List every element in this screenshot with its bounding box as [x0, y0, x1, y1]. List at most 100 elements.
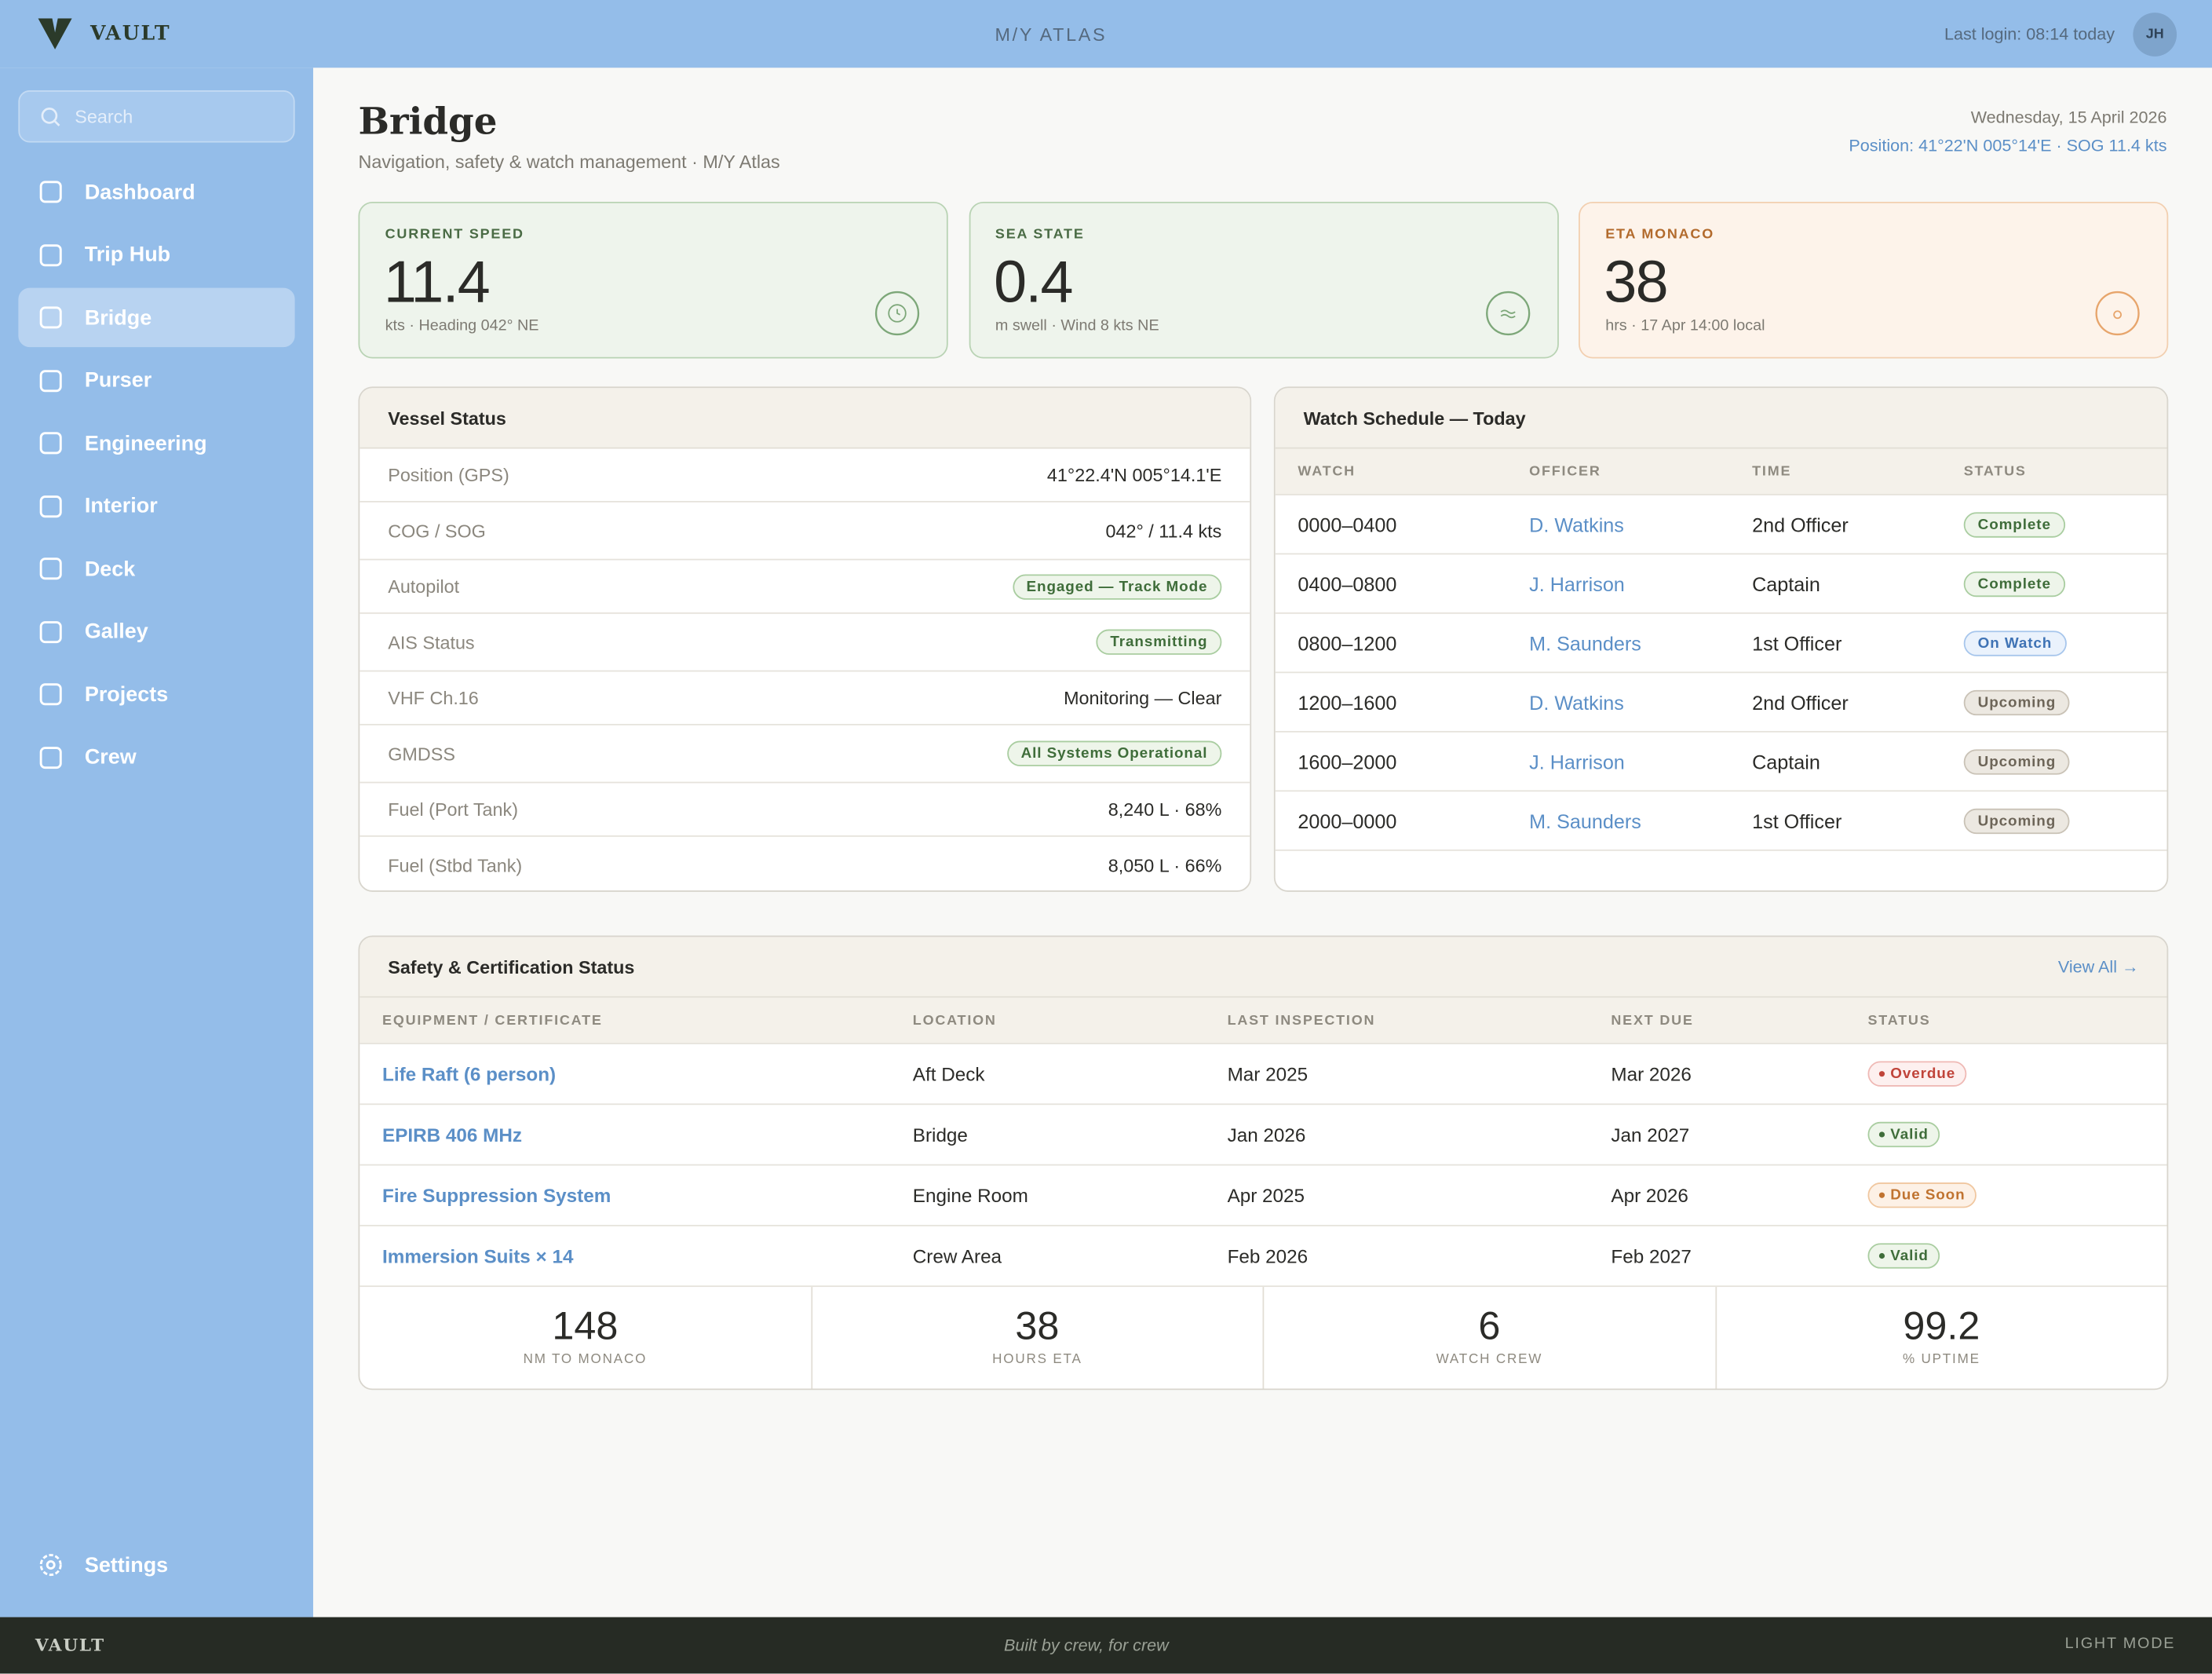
officer[interactable]: D. Watkins [1529, 513, 1624, 536]
nav-item[interactable]: Dashboard [18, 163, 294, 221]
officer[interactable]: D. Watkins [1529, 690, 1624, 714]
officer[interactable]: J. Harrison [1529, 572, 1625, 595]
nav-item[interactable]: Galley [18, 602, 294, 661]
card-title: Watch Schedule — Today [1275, 388, 2167, 449]
watch-status: Complete [1963, 570, 2065, 597]
status-row: Fuel (Stbd Tank) 8,050 L · 66% [360, 837, 1250, 890]
officer[interactable]: M. Saunders [1529, 631, 1641, 655]
nav-label: Bridge [84, 305, 152, 330]
icon [1485, 291, 1530, 336]
cert-row: Life Raft (6 person) Aft Deck Mar 2025 Mar … [360, 1044, 2167, 1106]
status-badge: All Systems Operational [1006, 740, 1222, 766]
nav-icon [39, 243, 62, 266]
date: Wednesday, 15 April 2026 [1970, 107, 2167, 127]
watch-row: 0400–0800 J. Harrison Captain Complete [1275, 554, 2167, 614]
nav-item[interactable]: Interior [18, 477, 294, 535]
role: Captain [1752, 750, 1820, 773]
settings-label: Settings [84, 1552, 169, 1577]
cert-location: Crew Area [912, 1245, 1002, 1266]
kpi-icon [1485, 291, 1533, 345]
stats-row: 148 NM TO MONACO 38 HOURS ETA 6 WATCH CREW 99.… [360, 1287, 2166, 1389]
watch-status: Upcoming [1963, 748, 2071, 774]
page-subtitle: Navigation, safety & watch management · … [358, 151, 780, 173]
watch-time: 0000–0400 [1298, 513, 1397, 536]
nav-label: Purser [84, 368, 152, 393]
cert-next: Feb 2027 [1611, 1245, 1692, 1266]
watch-time: 2000–0000 [1298, 809, 1397, 832]
logo [38, 18, 72, 49]
nav-item[interactable]: Projects [18, 664, 294, 723]
nav-label: Galley [84, 619, 148, 644]
cert-next: Jan 2027 [1611, 1124, 1690, 1146]
stat: 38 HOURS ETA [810, 1287, 1262, 1389]
column-label: TIME [1752, 463, 1792, 480]
cert-last: Apr 2025 [1227, 1184, 1305, 1206]
nav-label: Dashboard [84, 180, 195, 204]
search-box[interactable]: Search [18, 90, 295, 143]
kpi-icon [874, 291, 922, 345]
stat: 99.2 % UPTIME [1714, 1287, 2166, 1389]
cert-name[interactable]: Life Raft (6 person) [382, 1063, 557, 1085]
watch-time: 0800–1200 [1298, 631, 1397, 655]
nav-icon [39, 746, 62, 769]
nav-item[interactable]: Crew [18, 727, 294, 786]
watch-status: Complete [1963, 511, 2065, 537]
status-label: GMDSS [388, 743, 455, 765]
cert-status: Due Soon [1867, 1182, 1977, 1208]
nav-item[interactable]: Engineering [18, 414, 294, 473]
kpi-label: ETA MONACO [1605, 227, 1714, 243]
officer[interactable]: M. Saunders [1529, 809, 1641, 832]
tagline: Built by crew, for crew [1003, 1635, 1169, 1656]
stat-value: 148 [552, 1303, 619, 1348]
footer: VAULT Built by crew, for crew LIGHT MODE [0, 1617, 2212, 1674]
role: Captain [1752, 572, 1820, 595]
role: 1st Officer [1752, 809, 1842, 832]
cert-row: Immersion Suits × 14 Crew Area Feb 2026 Feb… [360, 1226, 2167, 1288]
nav-label: Trip Hub [84, 243, 171, 267]
page-title: Bridge [358, 101, 498, 144]
nav-icon [39, 432, 62, 455]
safety-card: Safety & Certification Status View All → … [358, 935, 2169, 1391]
watch-row: 0800–1200 M. Saunders 1st Officer On Watch [1275, 614, 2167, 674]
view-all[interactable]: View All → [2057, 956, 2139, 977]
nav-item[interactable]: Trip Hub [18, 225, 294, 284]
nav-label: Interior [84, 494, 158, 518]
cert-next: Mar 2026 [1611, 1063, 1692, 1085]
officer[interactable]: J. Harrison [1529, 750, 1625, 773]
cert-name[interactable]: Immersion Suits × 14 [382, 1245, 574, 1266]
status-value: 41°22.4'N 005°14.1'E [1046, 464, 1222, 486]
column-label: OFFICER [1529, 463, 1601, 480]
nav-item[interactable]: Bridge [18, 287, 295, 348]
kpi-value: 0.4 [994, 248, 1073, 315]
sidebar: Search Dashboard Trip Hub Bridge Purser Engi… [0, 68, 313, 1617]
cert-row: Fire Suppression System Engine Room Apr 20… [360, 1165, 2167, 1226]
column-label: WATCH [1298, 463, 1356, 480]
status-row: AIS Status Transmitting [360, 614, 1250, 672]
status-label: Fuel (Stbd Tank) [388, 854, 523, 876]
vessel-status-card: Vessel Status Position (GPS) 41°22.4'N 00… [358, 386, 1252, 892]
footer-brand: VAULT [35, 1635, 105, 1656]
mode-toggle[interactable]: LIGHT MODE [2064, 1635, 2176, 1653]
cert-location: Engine Room [912, 1184, 1028, 1206]
column-header: WATCH OFFICER TIME STATUS [1275, 448, 2167, 495]
cert-last: Mar 2025 [1227, 1063, 1309, 1085]
column-label: NEXT DUE [1611, 1012, 1694, 1029]
cert-name[interactable]: EPIRB 406 MHz [382, 1124, 523, 1146]
kpi-sub: kts · Heading 042° NE [385, 317, 539, 334]
settings-link[interactable]: Settings [18, 1535, 294, 1594]
vessel-name: M/Y ATLAS [995, 24, 1108, 46]
nav-icon [39, 557, 62, 580]
watch-row: 1600–2000 J. Harrison Captain Upcoming [1275, 733, 2167, 792]
brand: VAULT [90, 22, 171, 46]
nav-item[interactable]: Deck [18, 539, 294, 598]
nav-item[interactable]: Purser [18, 351, 294, 410]
cert-last: Feb 2026 [1227, 1245, 1309, 1266]
cert-name[interactable]: Fire Suppression System [382, 1184, 611, 1206]
kpi-card: CURRENT SPEED 11.4 kts · Heading 042° NE [358, 201, 948, 359]
status-label: Fuel (Port Tank) [388, 799, 519, 821]
status-row: Fuel (Port Tank) 8,240 L · 68% [360, 783, 1250, 837]
search-icon [41, 107, 60, 126]
status-badge: Engaged — Track Mode [1012, 573, 1222, 599]
avatar[interactable]: JH [2133, 13, 2177, 57]
